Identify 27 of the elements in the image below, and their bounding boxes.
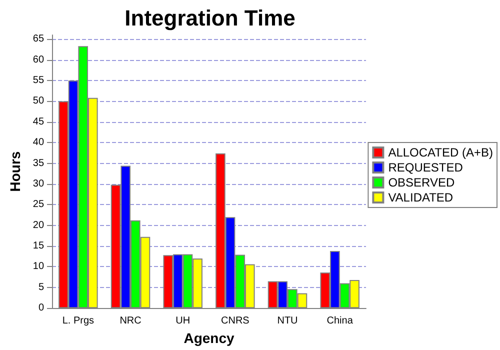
y-axis-title: Hours — [7, 151, 23, 192]
y-tick-label: 55 — [32, 75, 44, 86]
y-tick-label: 25 — [32, 199, 44, 210]
x-tick-label: L. Prgs — [62, 316, 94, 327]
legend-label: OBSERVED — [388, 176, 455, 190]
y-tick-label: 5 — [38, 282, 44, 293]
chart-title: Integration Time — [124, 6, 296, 30]
x-tick-label: China — [326, 316, 354, 327]
x-axis-title: Agency — [184, 330, 235, 346]
x-tick-label: NRC — [120, 316, 142, 327]
y-tick-label: 20 — [32, 220, 44, 231]
y-tick-label: 45 — [32, 116, 44, 128]
x-tick-label: NTU — [277, 316, 298, 327]
x-tick-label: CNRS — [221, 316, 250, 327]
x-tick-label: UH — [176, 316, 190, 327]
y-tick-label: 35 — [32, 158, 44, 169]
y-tick-label: 60 — [32, 54, 44, 66]
y-tick-label: 65 — [32, 34, 44, 45]
legend-label: REQUESTED — [388, 160, 464, 174]
y-tick-label: 50 — [32, 96, 44, 107]
legend-label: VALIDATED — [388, 190, 454, 204]
y-tick-label: 10 — [32, 261, 44, 272]
legend-label: ALLOCATED (A+B) — [388, 146, 494, 160]
y-tick-label: 0 — [38, 302, 44, 314]
y-tick-label: 40 — [32, 137, 44, 148]
y-tick-label: 30 — [32, 178, 44, 190]
y-tick-label: 15 — [32, 240, 44, 252]
